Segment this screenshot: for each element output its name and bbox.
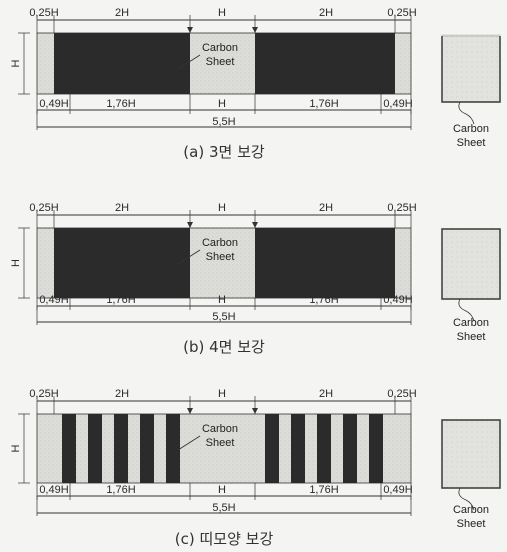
carbon-strip: [317, 414, 331, 483]
panel-b: Carbon Sheet 0,25H 2H H 2H 0,25H H 0,49H 1,76H H 1,…: [10, 202, 501, 356]
panel-caption: (a) 3면 보강: [183, 143, 265, 161]
bottom-dimension-label: 0,49H: [383, 294, 412, 306]
load-arrow: [252, 222, 258, 228]
bottom-dimension-label: 1,76H: [309, 294, 338, 306]
carbon-strip: [265, 414, 279, 483]
carbon-sheet-right: [255, 228, 395, 298]
carbon-strip: [114, 414, 128, 483]
load-arrow: [252, 408, 258, 414]
carbon-strip: [62, 414, 76, 483]
panel-caption: (b) 4면 보강: [183, 338, 265, 356]
bottom-dimension-label: 0,49H: [39, 98, 68, 110]
top-dimension-label: 2H: [319, 7, 333, 19]
carbon-strip: [369, 414, 383, 483]
section-leader-line: [458, 298, 475, 322]
carbon-sheet-label: Carbon: [202, 423, 238, 435]
section-label: Carbon: [453, 317, 489, 329]
section-label: Sheet: [457, 518, 486, 530]
carbon-sheet-label: Sheet: [206, 437, 235, 449]
carbon-sheet-label: Sheet: [206, 56, 235, 68]
cross-section: [441, 419, 501, 489]
carbon-sheet-left: [54, 33, 190, 94]
load-arrow: [187, 408, 193, 414]
bottom-dimension-label: 0,49H: [383, 98, 412, 110]
bottom-dimension-label: 1,76H: [309, 484, 338, 496]
total-length-label: 5,5H: [212, 502, 235, 514]
top-dimension-label: 0,25H: [387, 7, 416, 19]
load-arrow: [187, 27, 193, 33]
carbon-strip: [343, 414, 357, 483]
load-arrow: [187, 222, 193, 228]
bottom-dimension-label: H: [218, 484, 226, 496]
section-label: Sheet: [457, 331, 486, 343]
load-arrow: [252, 27, 258, 33]
panel-a: Carbon Sheet 0,25H 2H H 2H 0,25H H 0,49H 1,76H H 1,…: [10, 7, 501, 161]
leader-line: [177, 54, 201, 70]
top-dimension-label: H: [218, 388, 226, 400]
top-dimension-label: 2H: [115, 7, 129, 19]
cross-section: [441, 228, 501, 300]
carbon-strip: [88, 414, 102, 483]
top-dimension-label: 2H: [319, 202, 333, 214]
carbon-strip: [140, 414, 154, 483]
panel-caption: (c) 띠모양 보강: [175, 530, 274, 548]
height-label: H: [10, 259, 22, 267]
top-dimension-label: 2H: [115, 388, 129, 400]
bottom-dimension-label: H: [218, 294, 226, 306]
total-length-label: 5,5H: [212, 116, 235, 128]
leader-line: [177, 435, 201, 451]
top-dimension-label: 0,25H: [29, 388, 58, 400]
height-label: H: [10, 59, 22, 67]
top-dimension-label: 0,25H: [387, 388, 416, 400]
panel-c: Carbon Sheet 0,25H 2H H 2H 0,25H H 0,49H 1,76H H 1,…: [10, 388, 501, 548]
bottom-dimension-label: 1,76H: [106, 484, 135, 496]
carbon-sheet-left: [54, 228, 190, 298]
top-dimension-label: H: [218, 7, 226, 19]
section-label: Carbon: [453, 123, 489, 135]
bottom-dimension-label: 0,49H: [383, 484, 412, 496]
bottom-dimension-label: 1,76H: [309, 98, 338, 110]
carbon-sheet-right: [255, 33, 395, 94]
cross-section: [441, 34, 501, 103]
bottom-dimension-label: 0,49H: [39, 294, 68, 306]
top-dimension-label: 0,25H: [387, 202, 416, 214]
carbon-strip: [291, 414, 305, 483]
bottom-dimension-label: H: [218, 98, 226, 110]
section-label: Sheet: [457, 137, 486, 149]
top-dimension-label: 2H: [115, 202, 129, 214]
top-dimension-label: H: [218, 202, 226, 214]
section-leader-line: [458, 101, 475, 125]
section-leader-line: [458, 487, 475, 511]
carbon-sheet-label: Carbon: [202, 237, 238, 249]
bottom-dimension-label: 1,76H: [106, 98, 135, 110]
height-label: H: [10, 444, 22, 452]
leader-line: [177, 249, 201, 265]
top-dimension-label: 0,25H: [29, 7, 58, 19]
carbon-sheet-label: Sheet: [206, 251, 235, 263]
section-label: Carbon: [453, 504, 489, 516]
top-dimension-label: 2H: [319, 388, 333, 400]
bottom-dimension-label: 0,49H: [39, 484, 68, 496]
total-length-label: 5,5H: [212, 311, 235, 323]
carbon-strip: [166, 414, 180, 483]
carbon-sheet-label: Carbon: [202, 42, 238, 54]
top-dimension-label: 0,25H: [29, 202, 58, 214]
bottom-dimension-label: 1,76H: [106, 294, 135, 306]
